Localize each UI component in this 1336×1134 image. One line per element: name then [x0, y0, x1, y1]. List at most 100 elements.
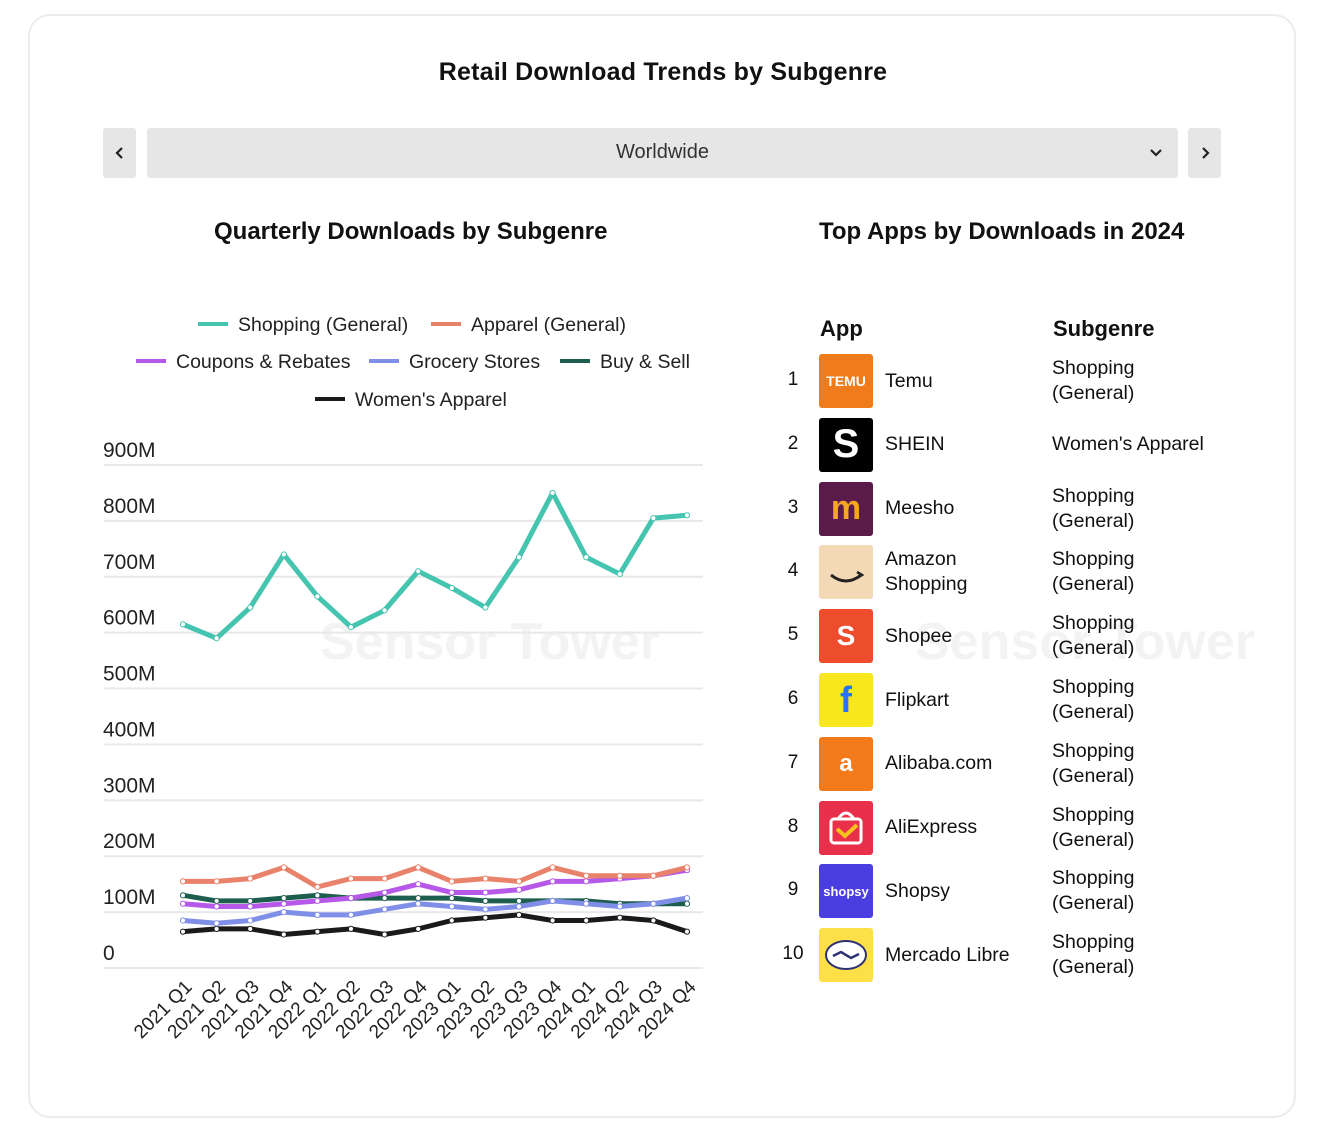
shopee-icon[interactable]: S — [819, 609, 873, 664]
data-point — [650, 872, 657, 879]
app-subgenre: Shopping (General) — [1052, 867, 1135, 915]
data-point — [616, 903, 623, 910]
data-point — [381, 895, 388, 902]
next-button[interactable] — [1188, 128, 1221, 178]
app-subgenre: Shopping (General) — [1052, 357, 1135, 404]
app-icon-glyph: S — [836, 620, 856, 652]
rank-number: 2 — [787, 432, 799, 454]
rank-number: 6 — [787, 688, 799, 709]
app-name: Meesho — [885, 497, 955, 520]
temu-icon[interactable]: TEMU — [819, 354, 873, 408]
dashboard-card — [28, 14, 1296, 1118]
flipkart-icon[interactable]: f — [819, 673, 873, 727]
app-icon-glyph: S — [832, 422, 860, 467]
app-name: AliExpress — [885, 816, 978, 839]
aliexpress-icon[interactable] — [819, 800, 873, 855]
region-select[interactable]: Worldwide — [147, 128, 1178, 178]
data-point — [347, 895, 355, 902]
series-line-buy-sell — [180, 892, 690, 907]
data-point — [549, 489, 556, 497]
shopsy-icon[interactable]: shopsy — [819, 864, 873, 919]
data-point — [448, 895, 455, 902]
amazon-icon[interactable] — [819, 545, 873, 600]
y-tick-label: 900M — [103, 439, 156, 462]
chart-title: Quarterly Downloads by Subgenre — [214, 218, 608, 245]
data-point — [448, 878, 455, 885]
app-name: Shopsy — [885, 879, 951, 902]
data-point — [213, 903, 220, 910]
data-point — [583, 917, 590, 924]
data-point — [415, 881, 422, 888]
data-point — [179, 917, 187, 924]
data-point — [650, 900, 657, 907]
alibaba-icon[interactable]: a — [819, 736, 873, 791]
data-point — [482, 906, 489, 913]
app-column-header: App — [820, 316, 863, 341]
data-point — [280, 895, 287, 902]
y-tick-label: 300M — [103, 774, 156, 797]
y-tick-label: 500M — [103, 663, 156, 686]
app-icon-glyph: f — [840, 679, 852, 720]
series-line-women-s-apparel — [180, 912, 690, 937]
series-line-shopping-general — [180, 490, 690, 641]
rank-number: 7 — [787, 751, 799, 773]
data-point — [179, 892, 187, 899]
data-point — [583, 900, 590, 907]
data-point — [213, 897, 220, 905]
y-tick-label: 400M — [103, 718, 156, 741]
data-point — [616, 570, 623, 578]
data-point — [650, 917, 657, 924]
app-name: Flipkart — [885, 688, 949, 711]
shein-icon[interactable]: S — [819, 417, 873, 472]
watermark-right: Sensor Tower — [915, 613, 1256, 671]
data-point — [683, 864, 691, 871]
meesho-icon[interactable]: m — [819, 481, 873, 536]
legend-label: Coupons & Rebates — [176, 351, 351, 373]
page-title: Retail Download Trends by Subgenre — [438, 58, 888, 86]
data-point — [415, 900, 422, 907]
data-point — [280, 931, 287, 938]
chevron-down-icon — [1150, 149, 1162, 157]
data-point — [683, 900, 691, 907]
data-point — [247, 604, 254, 611]
data-point — [347, 623, 355, 631]
app-icon-glyph: TEMU — [826, 373, 866, 389]
data-point — [213, 635, 220, 642]
data-point — [179, 900, 187, 907]
data-point — [381, 607, 388, 614]
data-point — [583, 872, 590, 879]
previous-button[interactable] — [103, 128, 136, 178]
data-point — [314, 897, 321, 905]
data-point — [280, 900, 287, 907]
app-subgenre: Shopping (General) — [1052, 739, 1135, 787]
data-point — [616, 914, 623, 921]
app-subgenre: Shopping (General) — [1052, 803, 1135, 851]
series-line-grocery-stores — [180, 895, 690, 926]
data-point — [179, 928, 187, 935]
data-point — [415, 864, 422, 871]
data-point — [616, 872, 623, 879]
app-name: Amazon Shopping — [885, 548, 968, 596]
y-tick-label: 200M — [103, 830, 156, 853]
watermark-left: Sensor Tower — [320, 613, 661, 671]
data-point — [381, 889, 388, 896]
data-point — [314, 883, 321, 891]
rank-number: 1 — [787, 369, 799, 390]
mercadolibre-handshake-glyph — [825, 940, 867, 971]
data-point — [583, 878, 590, 885]
legend-label: Women's Apparel — [355, 389, 507, 411]
data-point — [347, 925, 355, 932]
mercadolibre-icon[interactable] — [819, 928, 873, 983]
y-tick-label: 600M — [103, 607, 156, 630]
rank-number: 4 — [787, 560, 799, 582]
data-point — [381, 906, 388, 913]
data-point — [515, 886, 523, 893]
data-point — [314, 911, 321, 919]
app-subgenre: Shopping (General) — [1052, 931, 1135, 979]
data-point — [448, 917, 455, 924]
data-point — [683, 928, 691, 935]
app-subgenre: Shopping (General) — [1052, 612, 1135, 660]
series-line-apparel-general — [180, 864, 690, 890]
data-point — [549, 897, 556, 905]
